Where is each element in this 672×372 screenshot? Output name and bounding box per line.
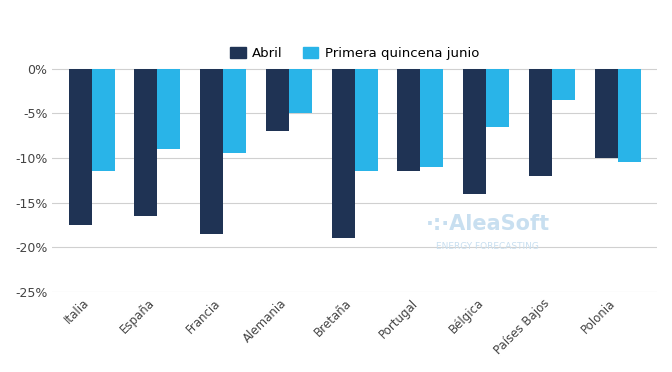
Bar — [397, 69, 421, 171]
Bar — [223, 69, 246, 154]
Text: ·:·AleaSoft: ·:·AleaSoft — [425, 214, 550, 234]
Bar — [486, 69, 509, 127]
Bar — [69, 69, 91, 225]
Bar — [618, 69, 640, 163]
Bar — [463, 69, 486, 193]
Bar — [355, 69, 378, 171]
Bar — [289, 69, 312, 113]
Bar — [595, 69, 618, 158]
Bar — [200, 69, 223, 234]
Bar — [266, 69, 289, 131]
Bar — [157, 69, 180, 149]
Text: ENERGY FORECASTING: ENERGY FORECASTING — [436, 242, 539, 251]
Bar — [331, 69, 355, 238]
Bar — [91, 69, 115, 171]
Legend: Abril, Primera quincena junio: Abril, Primera quincena junio — [224, 41, 485, 65]
Bar — [552, 69, 575, 100]
Bar — [134, 69, 157, 216]
Bar — [421, 69, 444, 167]
Bar — [529, 69, 552, 176]
